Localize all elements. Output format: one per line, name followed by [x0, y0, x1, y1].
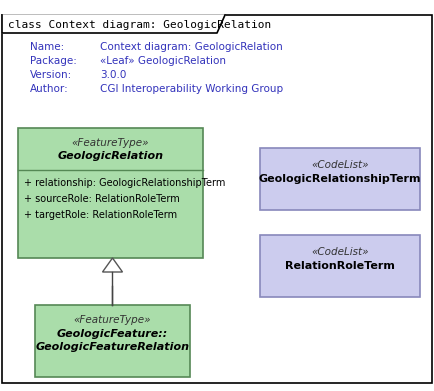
- Text: GeologicRelationshipTerm: GeologicRelationshipTerm: [258, 174, 420, 184]
- Text: + targetRole: RelationRoleTerm: + targetRole: RelationRoleTerm: [24, 210, 177, 220]
- Bar: [35, 305, 190, 377]
- Text: 3.0.0: 3.0.0: [100, 70, 126, 80]
- Text: Author:: Author:: [30, 84, 69, 94]
- Text: «Leaf» GeologicRelation: «Leaf» GeologicRelation: [100, 56, 226, 66]
- Text: Name:: Name:: [30, 42, 64, 52]
- Text: Package:: Package:: [30, 56, 77, 66]
- Bar: [18, 128, 203, 258]
- Text: GeologicFeatureRelation: GeologicFeatureRelation: [36, 342, 189, 352]
- Text: + sourceRole: RelationRoleTerm: + sourceRole: RelationRoleTerm: [24, 194, 179, 204]
- Text: RelationRoleTerm: RelationRoleTerm: [284, 261, 394, 271]
- Bar: [260, 148, 419, 210]
- Text: «FeatureType»: «FeatureType»: [74, 315, 151, 325]
- Text: + relationship: GeologicRelationshipTerm: + relationship: GeologicRelationshipTerm: [24, 178, 225, 188]
- Polygon shape: [102, 258, 122, 272]
- Text: «FeatureType»: «FeatureType»: [72, 138, 149, 148]
- Text: CGI Interoperability Working Group: CGI Interoperability Working Group: [100, 84, 283, 94]
- Text: Context diagram: GeologicRelation: Context diagram: GeologicRelation: [100, 42, 282, 52]
- Text: Version:: Version:: [30, 70, 72, 80]
- Bar: [260, 235, 419, 297]
- Text: GeologicRelation: GeologicRelation: [57, 151, 163, 161]
- Text: class Context diagram: GeologicRelation: class Context diagram: GeologicRelation: [8, 20, 271, 29]
- Text: «CodeList»: «CodeList»: [311, 160, 368, 170]
- Polygon shape: [2, 15, 224, 33]
- Text: GeologicFeature::: GeologicFeature::: [57, 329, 168, 339]
- Text: «CodeList»: «CodeList»: [311, 247, 368, 257]
